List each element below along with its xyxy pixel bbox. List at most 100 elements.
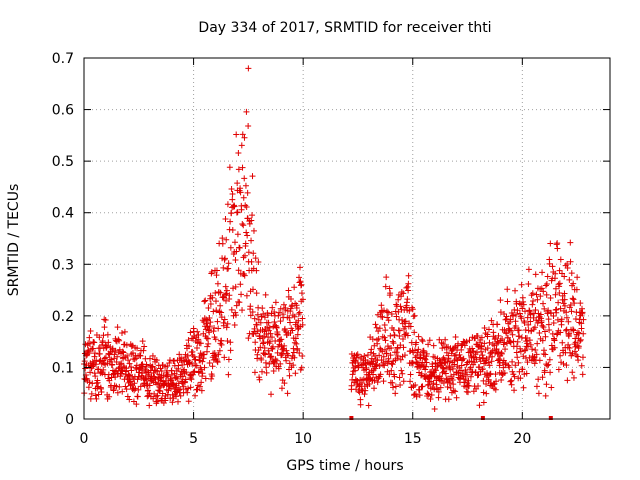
data-point bbox=[216, 347, 223, 354]
data-point bbox=[540, 324, 547, 331]
data-point bbox=[222, 216, 229, 223]
data-point bbox=[448, 350, 455, 357]
data-point bbox=[284, 390, 291, 397]
data-point bbox=[299, 296, 306, 303]
data-point bbox=[560, 360, 567, 367]
data-point bbox=[494, 321, 501, 328]
data-point bbox=[126, 360, 133, 367]
data-point bbox=[488, 349, 495, 356]
data-point bbox=[545, 316, 552, 323]
data-point bbox=[146, 382, 153, 389]
data-point bbox=[128, 367, 135, 374]
data-point bbox=[508, 327, 515, 334]
data-point bbox=[198, 379, 205, 386]
data-point bbox=[382, 283, 389, 290]
data-point bbox=[561, 296, 568, 303]
data-point bbox=[405, 272, 412, 279]
data-point bbox=[548, 384, 555, 391]
data-point bbox=[553, 331, 560, 338]
data-point bbox=[91, 339, 98, 346]
data-point bbox=[460, 355, 467, 362]
data-point bbox=[179, 373, 186, 380]
data-point bbox=[388, 367, 395, 374]
data-point bbox=[495, 348, 502, 355]
data-point bbox=[542, 392, 549, 399]
y-tick-label: 0.6 bbox=[52, 103, 74, 119]
data-point bbox=[192, 392, 199, 399]
data-point bbox=[298, 364, 305, 371]
data-point bbox=[385, 309, 392, 316]
data-point bbox=[354, 351, 361, 358]
data-point bbox=[245, 123, 252, 130]
data-point bbox=[419, 383, 426, 390]
data-point bbox=[296, 309, 303, 316]
data-point bbox=[532, 347, 539, 354]
data-point bbox=[272, 299, 279, 306]
data-point bbox=[427, 396, 434, 403]
data-point bbox=[239, 131, 246, 138]
data-point bbox=[570, 327, 577, 334]
data-point bbox=[396, 332, 403, 339]
data-point bbox=[445, 355, 452, 362]
data-point bbox=[555, 366, 562, 373]
data-point bbox=[567, 239, 574, 246]
data-point bbox=[541, 367, 548, 374]
data-point bbox=[569, 369, 576, 376]
data-point bbox=[539, 374, 546, 381]
data-point bbox=[290, 362, 297, 369]
data-point bbox=[393, 313, 400, 320]
data-point bbox=[426, 337, 433, 344]
data-point bbox=[442, 370, 449, 377]
data-point bbox=[419, 336, 426, 343]
data-point bbox=[139, 338, 146, 345]
data-point bbox=[376, 325, 383, 332]
data-point bbox=[82, 365, 89, 372]
data-point bbox=[539, 322, 546, 329]
data-point bbox=[389, 379, 396, 386]
data-point bbox=[548, 309, 555, 316]
data-point bbox=[453, 394, 460, 401]
data-point bbox=[447, 384, 454, 391]
data-point bbox=[514, 354, 521, 361]
data-point bbox=[391, 373, 398, 380]
data-point bbox=[563, 309, 570, 316]
data-point bbox=[257, 335, 264, 342]
data-point bbox=[100, 332, 107, 339]
data-point bbox=[197, 340, 204, 347]
data-point bbox=[569, 295, 576, 302]
data-point bbox=[358, 353, 365, 360]
data-point bbox=[440, 379, 447, 386]
data-point bbox=[203, 335, 210, 342]
data-point bbox=[377, 371, 384, 378]
data-point bbox=[409, 306, 416, 313]
data-point bbox=[539, 337, 546, 344]
data-point bbox=[397, 382, 404, 389]
data-point bbox=[209, 363, 216, 370]
data-point bbox=[114, 353, 121, 360]
zero-marker bbox=[480, 416, 485, 420]
data-point bbox=[298, 290, 305, 297]
data-point bbox=[400, 336, 407, 343]
data-point bbox=[101, 316, 108, 323]
data-point bbox=[557, 329, 564, 336]
data-point bbox=[412, 381, 419, 388]
x-tick-label: 5 bbox=[189, 431, 198, 447]
data-point bbox=[465, 389, 472, 396]
data-point bbox=[193, 345, 200, 352]
data-point bbox=[221, 354, 228, 361]
data-point bbox=[520, 384, 527, 391]
data-point bbox=[299, 315, 306, 322]
data-points bbox=[81, 65, 587, 420]
data-point bbox=[400, 378, 407, 385]
data-point bbox=[579, 371, 586, 378]
data-point bbox=[478, 334, 485, 341]
data-point bbox=[390, 340, 397, 347]
data-point bbox=[567, 301, 574, 308]
data-point bbox=[247, 303, 254, 310]
data-point bbox=[190, 369, 197, 376]
data-point bbox=[422, 363, 429, 370]
data-point bbox=[387, 332, 394, 339]
data-point bbox=[397, 303, 404, 310]
data-point bbox=[463, 338, 470, 345]
y-axis-label: SRMTID / TECUs bbox=[6, 184, 22, 297]
